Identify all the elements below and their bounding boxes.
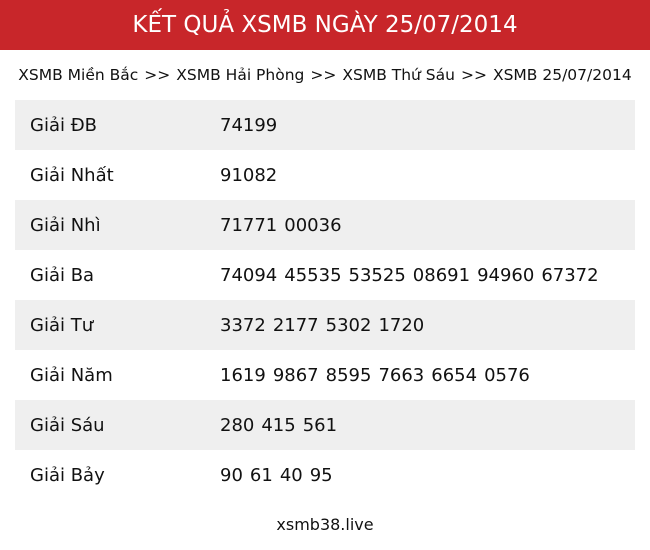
number: 561: [302, 414, 338, 436]
number: 6654: [431, 364, 478, 386]
result-row: Giải Ba 74094 45535 53525 08691 94960 67372: [15, 250, 635, 300]
number: 0576: [484, 364, 530, 386]
prize-label: Giải ĐB: [30, 114, 97, 136]
prize-numbers: 71771 00036: [220, 215, 349, 236]
breadcrumb-link[interactable]: XSMB 25/07/2014: [492, 66, 632, 84]
number: 67372: [541, 264, 599, 286]
number: 1619: [220, 364, 266, 386]
number: 5302: [325, 314, 372, 336]
breadcrumb: XSMB Miền Bắc >> XSMB Hải Phòng >> XSMB Thứ …: [0, 50, 650, 100]
number: 91082: [220, 164, 278, 186]
number: 415: [261, 414, 296, 436]
prize-label: Giải Tư: [30, 314, 94, 336]
prize-numbers: 1619 9867 8595 7663 6654 0576: [220, 365, 537, 386]
result-row: Giải Sáu 280 415 561: [15, 400, 635, 450]
prize-label: Giải Sáu: [30, 414, 105, 436]
number: 280: [220, 414, 255, 436]
result-row: Giải ĐB 74199: [15, 100, 635, 150]
prize-label: Giải Bảy: [30, 464, 105, 486]
number: 2177: [272, 314, 319, 336]
number: 74199: [220, 114, 278, 136]
number: 1720: [378, 314, 425, 336]
number: 61: [249, 464, 273, 486]
prize-label: Giải Nhất: [30, 164, 114, 186]
prize-numbers: 3372 2177 5302 1720: [220, 315, 431, 336]
number: 53525: [348, 264, 406, 286]
number: 40: [279, 464, 303, 486]
number: 90: [220, 464, 243, 486]
results-table: Giải ĐB 74199 Giải Nhất 91082 Giải Nhì 71771 0…: [15, 100, 635, 500]
breadcrumb-link[interactable]: XSMB Hải Phòng: [176, 66, 305, 84]
separator: >>: [310, 66, 337, 84]
number: 9867: [272, 364, 319, 386]
header: KẾT QUẢ XSMB NGÀY 25/07/2014: [0, 0, 650, 50]
result-row: Giải Bảy 90 61 40 95: [15, 450, 635, 500]
result-row: Giải Năm 1619 9867 8595 7663 6654 0576: [15, 350, 635, 400]
number: 74094: [220, 264, 278, 286]
site: xsmb38.live: [276, 515, 374, 534]
prize-numbers: 90 61 40 95: [220, 465, 340, 486]
result-row: Giải Tư 3372 2177 5302 1720: [15, 300, 635, 350]
prize-label: Giải Năm: [30, 364, 113, 386]
prize-numbers: 74199: [220, 115, 284, 136]
number: 3372: [220, 314, 266, 336]
breadcrumb-link[interactable]: XSMB Miền Bắc: [18, 66, 139, 84]
footer: xsmb38.live: [0, 515, 650, 534]
number: 7663: [378, 364, 425, 386]
breadcrumb-link[interactable]: XSMB Thứ Sáu: [342, 66, 455, 84]
title: KẾT QUẢ XSMB NGÀY 25/07/2014: [132, 12, 518, 38]
number: 95: [309, 464, 333, 486]
separator: >>: [144, 66, 171, 84]
prize-numbers: 74094 45535 53525 08691 94960 67372: [220, 265, 606, 286]
number: 00036: [284, 214, 342, 236]
number: 08691: [412, 264, 471, 286]
prize-label: Giải Nhì: [30, 214, 101, 236]
number: 94960: [477, 264, 535, 286]
result-row: Giải Nhất 91082: [15, 150, 635, 200]
prize-numbers: 280 415 561: [220, 415, 344, 436]
prize-label: Giải Ba: [30, 264, 95, 286]
number: 45535: [284, 264, 342, 286]
number: 8595: [325, 364, 372, 386]
number: 71771: [220, 214, 278, 236]
result-row: Giải Nhì 71771 00036: [15, 200, 635, 250]
separator: >>: [460, 66, 487, 84]
prize-numbers: 91082: [220, 165, 284, 186]
